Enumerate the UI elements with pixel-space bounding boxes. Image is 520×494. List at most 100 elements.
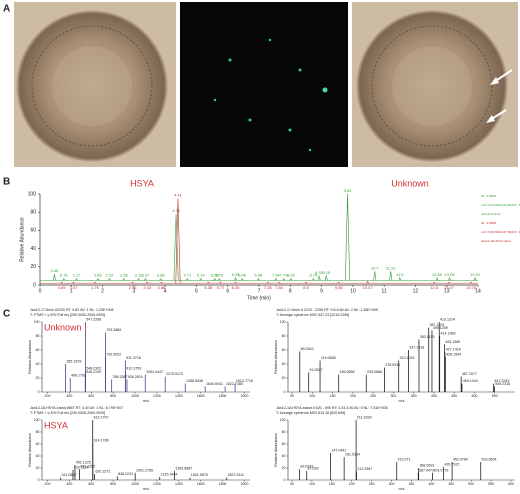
peak (175, 198, 181, 284)
spectrum-header: Jan13-18-HSYA-stand # 620 - 695 RT: 4.33… (276, 406, 388, 410)
peak-label: 1.07 (70, 285, 79, 290)
y-tick-label: 100 (34, 320, 40, 324)
y-axis-label: Relative Abundance (28, 340, 32, 374)
peak (160, 281, 163, 284)
peak-label: 7.79 (280, 273, 289, 278)
peak-label: 451.1225 (76, 460, 91, 464)
peak-label: 10.7 (371, 265, 380, 270)
peak-label: 165.0656 (339, 370, 354, 374)
legend-text: Jan13-18-HSYA-stand (481, 239, 511, 243)
peak-label: 368.0693 (419, 463, 434, 467)
x-tick-label: 550 (488, 482, 494, 486)
peak-label: 3.86 (157, 273, 166, 278)
peak-label: 13.91 (470, 272, 481, 277)
peak-label: 1093.4447 (146, 370, 163, 374)
y-tick-label: 0 (38, 390, 40, 394)
x-tick-label: 2 (101, 288, 104, 294)
panel-label: B (3, 177, 10, 188)
peak-label: 0.46 (50, 268, 59, 273)
peak-label: 2.96 (129, 285, 138, 290)
peak (311, 278, 315, 281)
spectrum-tag: HSYA (44, 420, 68, 430)
y-tick-label: 60 (282, 348, 286, 352)
peak (234, 276, 238, 281)
peak-label: 313.1015 (400, 356, 415, 360)
peak-label: 4.35 (172, 208, 181, 213)
y-tick-label: 40 (36, 362, 40, 366)
x-tick-label: 250 (369, 482, 375, 486)
peak-label: 1275.5172 (166, 372, 183, 376)
y-tick-label: 60 (30, 228, 36, 234)
peak-label: 0.76 (60, 273, 69, 278)
x-tick-label: 50 (290, 394, 294, 398)
x-tick-label: 600 (508, 482, 514, 486)
peak (52, 274, 56, 281)
peak (108, 278, 111, 281)
peak-label: 0.69 (58, 285, 67, 290)
x-tick-label: 7 (258, 288, 261, 294)
peak-label: 119.0848 (321, 356, 336, 360)
spectrum-header: Jan13-18-HSYA-stand #657 RT: 4.40 AV: 1 … (30, 406, 123, 410)
peak (93, 281, 97, 284)
peak-label: 7.64 (275, 285, 284, 290)
peak-label: 387.1193 (430, 323, 445, 327)
peak (213, 278, 217, 281)
y-tick-label: 80 (30, 210, 36, 216)
peak-label: 467.1577 (462, 372, 477, 376)
panel-label: C (3, 309, 10, 320)
peak-label: 523.9634 (482, 457, 497, 461)
spectrum-header: T: FTMS + p ESI Full ms [200.0000-2000.0… (30, 411, 105, 415)
legend-text: Jan13-17-6min (481, 212, 501, 216)
y-tick-label: 80 (282, 430, 286, 434)
x-axis-label: m/z (398, 487, 404, 491)
x-tick-label: 350 (409, 482, 415, 486)
peak (173, 214, 179, 281)
peak (324, 274, 328, 281)
peak-label: 614.1786 (94, 438, 109, 442)
x-tick-label: 300 (389, 482, 395, 486)
peak-label: 363.1153 (420, 335, 435, 339)
peak-label: 3.43 (143, 285, 152, 290)
peak-label: 5.14 (197, 273, 206, 278)
peak-label: 3.88 (157, 285, 166, 290)
x-tick-label: 1400 (175, 394, 183, 398)
x-tick-label: 13 (444, 288, 450, 294)
peak-label: 426.1385 (445, 340, 460, 344)
peak (60, 281, 63, 284)
x-tick-label: 200 (349, 482, 355, 486)
peak-label: 3.37 (142, 273, 151, 278)
x-tick-label: 4 (164, 288, 167, 294)
peak-label: 1501.9876 (191, 473, 208, 477)
peak-label: 365.1529 (66, 359, 81, 363)
y-tick-label: 60 (282, 442, 286, 446)
peak-label: 6.46 (238, 273, 247, 278)
peak (448, 276, 452, 281)
y-tick-label: 60 (36, 348, 40, 352)
peak-label: 545.2109 (86, 370, 101, 374)
x-tick-label: 2000 (241, 394, 249, 398)
peak-label: 233.0668 (367, 370, 382, 374)
y-tick-label: 0 (284, 478, 286, 482)
y-tick-label: 0 (38, 478, 40, 482)
peak-label: 912.3753 (126, 366, 141, 370)
x-tick-label: 500 (468, 482, 474, 486)
peak-label: 2.68 (120, 273, 129, 278)
x-tick-label: 150 (329, 482, 335, 486)
x-tick-label: 5 (195, 288, 198, 294)
peak-label: 5.59 (211, 273, 220, 278)
peak-label: 87.039 (308, 466, 319, 470)
peak-label: 413.1314 (440, 317, 455, 321)
x-tick-label: 6 (226, 288, 229, 294)
y-axis-label: Relative Abundance (274, 340, 278, 374)
y-tick-label: 20 (282, 466, 286, 470)
peak-label: 428.1594 (446, 352, 461, 356)
peak-label: 548.2302 (86, 366, 101, 370)
peak (398, 276, 402, 281)
x-tick-label: 200 (45, 394, 51, 398)
x-tick-label: 3 (132, 288, 135, 294)
x-tick-label: 200 (350, 394, 356, 398)
x-tick-label: 1 (70, 288, 73, 294)
peak (282, 278, 286, 281)
peak-label: 1640.6941 (206, 382, 223, 386)
peak-label: 5.73 (215, 273, 224, 278)
